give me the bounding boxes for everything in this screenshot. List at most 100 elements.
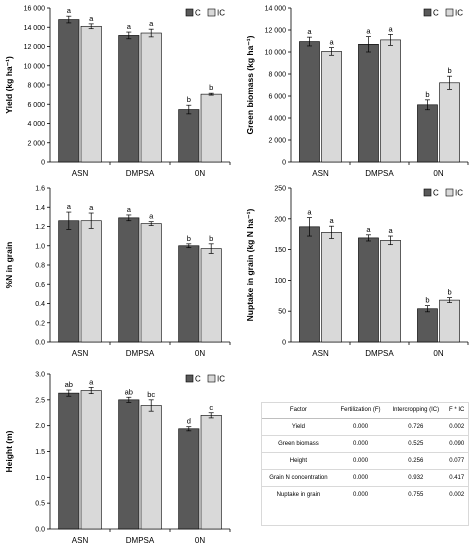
bar-IC bbox=[200, 248, 222, 343]
y-tick-label: 16 000 bbox=[24, 6, 46, 13]
y-tick-label: 0.4 bbox=[35, 301, 45, 308]
table-cell: 0.932 bbox=[386, 469, 446, 487]
x-tick-label: 0N bbox=[195, 536, 205, 545]
y-tick-label: 12 000 bbox=[24, 44, 46, 51]
y-tick-label: 3.0 bbox=[35, 372, 45, 379]
bar-IC bbox=[321, 51, 342, 163]
y-tick-label: 4 000 bbox=[27, 121, 45, 128]
y-tick-label: 2.0 bbox=[35, 423, 45, 430]
significance-letter: a bbox=[307, 27, 312, 36]
table-cell: 0.090 bbox=[445, 435, 468, 453]
bar-C bbox=[58, 220, 80, 343]
y-tick-label: 50 bbox=[278, 309, 286, 316]
legend-label: C bbox=[195, 375, 201, 384]
x-tick-label: DMPSA bbox=[126, 349, 155, 358]
y-tick-label: 2.5 bbox=[35, 397, 45, 404]
y-tick-label: 0 bbox=[41, 160, 45, 167]
table-row: Grain N concentration 0.000 0.932 0.417 bbox=[262, 469, 468, 487]
y-tick-label: 0.5 bbox=[35, 501, 45, 508]
legend-swatch-IC bbox=[207, 8, 216, 17]
x-tick-label: DMPSA bbox=[126, 169, 155, 178]
y-tick-label: 1.5 bbox=[35, 449, 45, 456]
table-header: Intercropping (IC) bbox=[386, 403, 446, 419]
legend-swatch-C bbox=[423, 8, 432, 17]
legend-label: C bbox=[195, 9, 201, 18]
significance-letter: a bbox=[149, 19, 154, 28]
significance-letter: b bbox=[209, 234, 213, 243]
significance-letter: bc bbox=[147, 390, 155, 399]
legend-swatch-IC bbox=[207, 374, 216, 383]
significance-letter: a bbox=[329, 216, 334, 225]
chart-panel-n-in-grain: 0.0 0.2 0.4 0.6 0.8 1.0 1.2 1.4 1.6 %N in grain AS… bbox=[4, 186, 231, 358]
bar-C bbox=[118, 217, 140, 343]
y-tick-label: 150 bbox=[274, 247, 286, 254]
significance-letter: ab bbox=[125, 387, 133, 396]
table-cell: 0.755 bbox=[408, 491, 424, 498]
y-tick-label: 2 000 bbox=[268, 138, 286, 145]
table-header: Fertilization (F) bbox=[334, 403, 387, 419]
y-tick-label: 200 bbox=[274, 216, 286, 223]
bar-C bbox=[417, 308, 438, 343]
y-tick-label: 8 000 bbox=[27, 83, 45, 90]
significance-letter: a bbox=[388, 226, 393, 235]
bar-C bbox=[178, 109, 200, 163]
bar-IC bbox=[140, 405, 162, 530]
legend-label: C bbox=[433, 189, 439, 198]
significance-letter: a bbox=[366, 27, 371, 36]
y-axis-label: %N in grain bbox=[4, 242, 14, 289]
bar-IC bbox=[439, 82, 460, 163]
significance-letter: a bbox=[329, 38, 334, 47]
chart-panel-yield: 0 2 000 4 000 6 000 8 000 10 000 12 000 14 000 1… bbox=[4, 6, 231, 178]
legend-label: IC bbox=[217, 375, 225, 384]
legend-swatch-IC bbox=[445, 188, 454, 197]
significance-letter: b bbox=[209, 83, 213, 92]
bar-C bbox=[58, 19, 80, 163]
legend-label: IC bbox=[217, 9, 225, 18]
bar-C bbox=[299, 226, 320, 343]
x-tick-label: ASN bbox=[72, 536, 89, 545]
table-cell: 0.002 bbox=[445, 418, 468, 436]
chart-panel-height: 0.0 0.5 1.0 1.5 2.0 2.5 3.0 Height (m) ASN ab a DMP… bbox=[4, 372, 231, 545]
table-row: Height 0.000 0.256 0.077 bbox=[262, 452, 468, 470]
y-tick-label: 0.2 bbox=[35, 320, 45, 327]
y-axis-label: Yield (kg ha⁻¹) bbox=[4, 56, 14, 114]
chart-panel-green-biomass: 0 2 000 4 000 6 000 8 000 10 000 12 000 14 000 G… bbox=[245, 6, 469, 178]
y-tick-label: 250 bbox=[274, 186, 286, 193]
bar-IC bbox=[380, 39, 401, 163]
y-tick-label: 1.2 bbox=[35, 224, 45, 231]
y-axis-label: Nuptake in grain (kg N ha⁻¹) bbox=[245, 209, 255, 322]
table-row: Yield 0.000 0.726 0.002 bbox=[262, 418, 468, 436]
significance-letter: a bbox=[127, 205, 132, 214]
significance-letter: c bbox=[209, 403, 213, 412]
x-tick-label: 0N bbox=[433, 349, 443, 358]
bar-C bbox=[178, 428, 200, 530]
significance-letter: a bbox=[127, 22, 132, 31]
table-cell: Grain N concentration bbox=[262, 469, 335, 487]
x-tick-label: ASN bbox=[72, 169, 89, 178]
bar-IC bbox=[380, 240, 401, 343]
table-cell: 0.256 bbox=[386, 452, 446, 470]
legend-swatch-C bbox=[423, 188, 432, 197]
legend-label: IC bbox=[455, 9, 463, 18]
significance-letter: a bbox=[307, 208, 312, 217]
y-tick-label: 1.0 bbox=[35, 475, 45, 482]
bar-C bbox=[58, 392, 80, 530]
significance-letter: b bbox=[425, 296, 429, 305]
y-tick-label: 12 000 bbox=[265, 28, 287, 35]
significance-letter: a bbox=[388, 24, 393, 33]
bar-C bbox=[358, 43, 379, 163]
y-tick-label: 2 000 bbox=[27, 140, 45, 147]
bar-C bbox=[178, 245, 200, 343]
significance-letter: a bbox=[366, 225, 371, 234]
significance-letter: a bbox=[67, 6, 72, 15]
x-tick-label: DMPSA bbox=[126, 536, 155, 545]
significance-letter: a bbox=[89, 377, 94, 386]
bar-C bbox=[358, 237, 379, 343]
anova-table: Factor Fertilization (F) Intercropping (… bbox=[261, 402, 469, 526]
x-tick-label: DMPSA bbox=[365, 349, 394, 358]
table-cell: 0.726 bbox=[386, 418, 446, 436]
table-cell: Green biomass bbox=[262, 435, 335, 453]
bar-IC bbox=[200, 93, 222, 163]
legend-swatch-C bbox=[185, 374, 194, 383]
